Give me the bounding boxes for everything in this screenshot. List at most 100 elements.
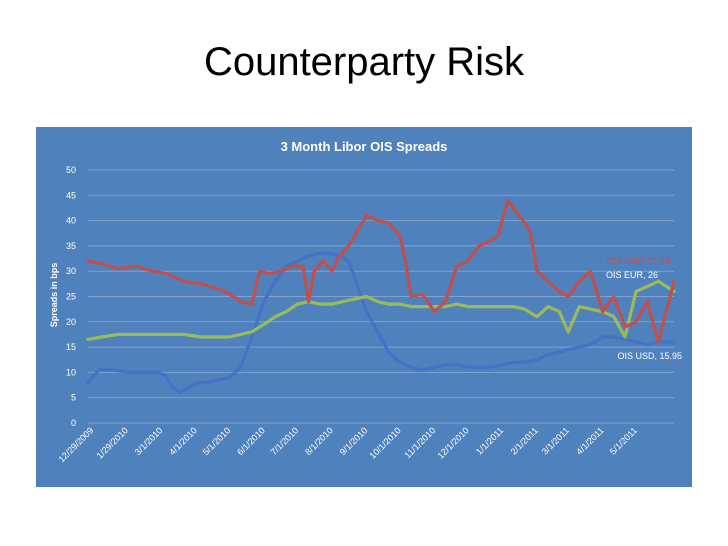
data-point <box>263 323 265 326</box>
data-point <box>578 280 581 283</box>
data-point <box>331 270 333 272</box>
series-end-label: OIS USD, 15.95 <box>617 351 682 361</box>
x-tick-label: 2/1/2011 <box>509 425 540 456</box>
data-point <box>399 361 401 364</box>
data-point <box>624 338 626 341</box>
x-tick-label: 3/1/2011 <box>540 425 571 456</box>
data-point <box>274 315 276 318</box>
data-point <box>228 376 231 379</box>
y-tick-label: 45 <box>66 190 76 200</box>
y-tick-label: 35 <box>66 241 76 251</box>
data-point <box>87 338 89 341</box>
y-tick-label: 10 <box>66 367 76 377</box>
data-point <box>497 235 499 237</box>
data-point <box>421 305 424 308</box>
data-point <box>166 272 168 275</box>
data-point <box>179 391 182 394</box>
data-point <box>376 331 379 333</box>
data-point <box>365 214 368 217</box>
data-point <box>356 285 359 288</box>
data-point <box>200 283 203 285</box>
data-point <box>296 303 299 305</box>
x-tick-label: 12/1/2010 <box>435 425 470 460</box>
data-point <box>111 369 114 371</box>
y-tick-label: 25 <box>66 292 76 302</box>
data-point <box>558 290 561 293</box>
x-tick-label: 5/1/2010 <box>201 425 233 457</box>
y-tick-label: 15 <box>66 342 76 352</box>
data-point <box>410 366 412 369</box>
data-point <box>613 336 615 338</box>
data-point <box>217 336 220 338</box>
data-point <box>673 341 675 344</box>
data-point <box>388 222 390 224</box>
data-point <box>318 252 321 255</box>
data-point <box>489 240 492 242</box>
data-point <box>296 260 299 262</box>
data-point <box>624 326 626 328</box>
data-point <box>331 252 333 255</box>
data-point <box>512 305 515 308</box>
chart-title: 3 Month Libor OIS Spreads <box>281 139 448 154</box>
data-point <box>467 260 469 262</box>
data-point <box>307 300 310 303</box>
x-tick-label: 7/1/2010 <box>269 425 301 457</box>
data-point <box>433 310 436 313</box>
data-point <box>183 280 185 283</box>
data-point <box>342 300 344 303</box>
data-point <box>239 366 242 369</box>
data-point <box>307 255 310 257</box>
data-point <box>117 267 119 270</box>
data-point <box>578 305 581 308</box>
data-point <box>404 260 407 262</box>
data-point <box>507 199 509 202</box>
data-point <box>410 295 412 298</box>
data-point <box>601 336 604 338</box>
data-point <box>456 303 458 305</box>
x-tick-label: 8/1/2010 <box>303 425 335 457</box>
grid-layer <box>88 169 674 424</box>
data-point <box>274 280 276 283</box>
x-tick-label: 11/1/2010 <box>403 425 438 460</box>
data-point <box>433 366 436 369</box>
data-point <box>196 381 198 384</box>
data-point <box>356 229 359 232</box>
data-point <box>536 270 538 272</box>
data-point <box>331 303 333 305</box>
data-point <box>601 310 604 313</box>
data-point <box>421 293 424 295</box>
data-point <box>302 265 304 267</box>
data-point <box>206 381 208 384</box>
data-point <box>135 333 137 336</box>
x-tick-label: 1/29/2010 <box>95 425 130 460</box>
data-point <box>217 379 220 381</box>
chart-panel: 3 Month Libor OIS Spreads Spreads in bps… <box>36 127 692 487</box>
slide-title: Counterparty Risk <box>203 40 525 84</box>
data-point <box>589 308 592 310</box>
y-tick-label: 20 <box>66 317 76 327</box>
data-point <box>646 285 649 288</box>
data-point <box>100 336 103 338</box>
data-point <box>285 265 288 267</box>
data-point <box>135 265 137 267</box>
data-point <box>467 366 469 369</box>
x-tick-label: 9/1/2010 <box>338 425 370 457</box>
data-point <box>200 336 203 338</box>
x-tick-label: 1/1/2011 <box>474 425 505 456</box>
data-point <box>285 310 288 313</box>
data-point <box>183 333 185 336</box>
data-point <box>347 245 350 247</box>
data-point <box>166 333 168 336</box>
data-point <box>410 305 412 308</box>
data-point <box>635 321 637 323</box>
data-point <box>456 265 458 267</box>
data-point <box>292 265 294 267</box>
y-tick-label: 40 <box>66 216 76 226</box>
data-point <box>523 308 526 310</box>
data-point <box>478 305 480 308</box>
data-point <box>547 305 549 308</box>
data-point <box>512 361 515 364</box>
data-point <box>98 369 100 371</box>
data-point <box>322 260 324 262</box>
data-point <box>444 364 447 366</box>
